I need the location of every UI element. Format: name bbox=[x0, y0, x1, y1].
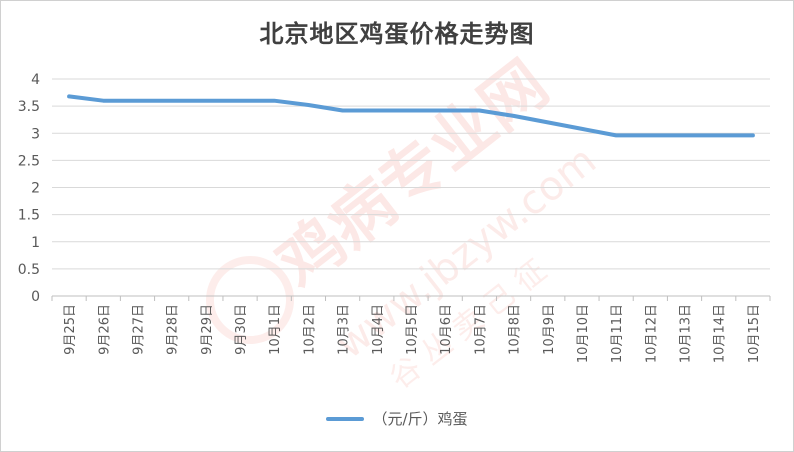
x-tick-label: 9月26日 bbox=[97, 304, 112, 355]
data-point bbox=[341, 108, 345, 112]
data-point bbox=[580, 127, 584, 131]
data-point bbox=[101, 99, 105, 103]
x-tick-label: 10月7日 bbox=[473, 304, 488, 355]
chart-title: 北京地区鸡蛋价格走势图 bbox=[259, 20, 535, 48]
y-tick-label: 4 bbox=[31, 72, 40, 88]
x-tick-label: 10月13日 bbox=[679, 304, 694, 363]
x-tick-label: 10月1日 bbox=[268, 304, 283, 355]
y-tick-label: 2 bbox=[31, 181, 40, 197]
data-point bbox=[409, 108, 413, 112]
x-tick-label: 10月5日 bbox=[405, 304, 420, 355]
x-tick-label: 9月30日 bbox=[234, 304, 249, 355]
series-layer bbox=[67, 94, 755, 138]
x-tick-label: 10月14日 bbox=[713, 304, 728, 363]
data-point bbox=[67, 94, 71, 98]
data-point bbox=[717, 133, 721, 137]
x-tick-label: 9月25日 bbox=[63, 304, 78, 355]
x-tick-label: 9月29日 bbox=[200, 304, 215, 355]
y-tick-label: 0.5 bbox=[18, 262, 40, 278]
x-tick-label: 10月12日 bbox=[644, 304, 659, 363]
x-tick-label: 10月15日 bbox=[747, 304, 762, 363]
legend: （元/斤）鸡蛋 bbox=[0, 408, 794, 429]
y-tick-label: 1 bbox=[31, 235, 40, 251]
legend-label: （元/斤）鸡蛋 bbox=[372, 410, 468, 428]
data-point bbox=[272, 99, 276, 103]
x-tick-label: 10月9日 bbox=[542, 304, 557, 355]
data-point bbox=[306, 103, 310, 107]
data-point bbox=[204, 99, 208, 103]
x-tick-label: 10月6日 bbox=[439, 304, 454, 355]
data-point bbox=[135, 99, 139, 103]
y-tick-label: 2.5 bbox=[18, 153, 40, 169]
data-point bbox=[648, 133, 652, 137]
y-tick-label: 1.5 bbox=[18, 208, 40, 224]
x-tick-label: 10月8日 bbox=[508, 304, 523, 355]
data-point bbox=[238, 99, 242, 103]
x-tick-label: 10月2日 bbox=[302, 304, 317, 355]
y-tick-label: 3 bbox=[31, 126, 40, 142]
x-tick-label: 10月11日 bbox=[610, 304, 625, 363]
data-point bbox=[443, 108, 447, 112]
data-point bbox=[477, 108, 481, 112]
x-axis: 9月25日 9月26日 9月27日 9月28日 9月29日 9月30日 10月1日 10月2日… bbox=[51, 296, 771, 363]
legend-swatch bbox=[326, 416, 365, 421]
data-point bbox=[683, 133, 687, 137]
x-tick-label: 10月10日 bbox=[576, 304, 591, 363]
data-point bbox=[512, 114, 516, 118]
y-tick-label: 3.5 bbox=[18, 99, 40, 115]
x-tick-label: 9月28日 bbox=[166, 304, 181, 355]
data-point bbox=[614, 133, 618, 137]
grid-lines bbox=[52, 78, 770, 297]
x-tick-label: 10月3日 bbox=[337, 304, 352, 355]
watermark-logo-icon bbox=[206, 256, 294, 344]
y-axis: 0 0.5 1 1.5 2 2.5 3 3.5 4 bbox=[18, 72, 40, 305]
series-line bbox=[67, 94, 755, 138]
data-point bbox=[375, 108, 379, 112]
data-point bbox=[751, 133, 755, 137]
x-tick-label: 10月4日 bbox=[371, 304, 386, 355]
x-tick-label: 9月27日 bbox=[131, 304, 146, 355]
data-point bbox=[546, 120, 550, 124]
data-point bbox=[170, 99, 174, 103]
y-tick-label: 0 bbox=[31, 289, 40, 305]
